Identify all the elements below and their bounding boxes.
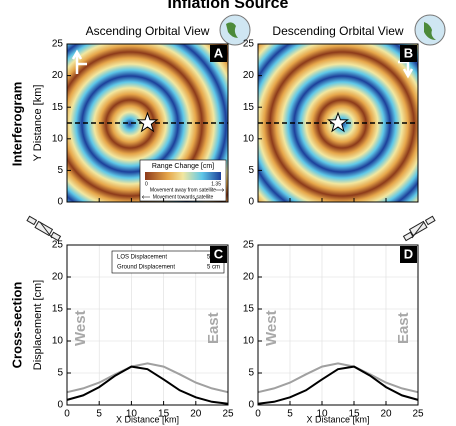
series-line (257, 365, 419, 405)
satellite-icon (402, 215, 436, 242)
y-tick-label: 25 (243, 39, 255, 50)
colorbar-arrow (141, 195, 150, 199)
colorbar-arrow (216, 188, 225, 192)
colorbar-label: Movement towards satellite (153, 194, 214, 200)
plot-area (258, 245, 418, 405)
source-star (327, 111, 349, 133)
y-tick-label: 10 (243, 336, 255, 347)
series-line (257, 362, 419, 394)
plot-frame (66, 244, 229, 406)
x-tick-label: 15 (348, 409, 360, 420)
colorbar-tick-label: 1.35 (211, 181, 221, 187)
colorbar (145, 172, 221, 180)
y-tick-label: 10 (243, 133, 255, 144)
y-tick-label: 15 (52, 102, 64, 113)
colorbar-title: Range Change [cm] (152, 163, 214, 170)
colorbar-box (139, 159, 227, 202)
satellite-icon (26, 215, 62, 242)
y-tick-label: 10 (52, 336, 64, 347)
x-tick-label: 25 (222, 409, 234, 420)
row-label: Cross-section (9, 282, 24, 369)
y-tick-label: 5 (57, 368, 63, 379)
plot-frame (257, 43, 419, 203)
y-tick-label: 0 (57, 197, 63, 208)
y-tick-label: 5 (248, 368, 254, 379)
west-label: West (263, 310, 280, 346)
panel-letter: D (404, 246, 413, 261)
y-tick-label: 25 (243, 240, 255, 251)
globe-icon (219, 14, 251, 46)
y-tick-label: 10 (52, 133, 64, 144)
x-tick-label: 20 (380, 409, 392, 420)
legend-label: Ground Displacement (117, 265, 175, 271)
y-tick-label: 0 (57, 400, 63, 411)
y-tick-label: 20 (243, 70, 255, 81)
east-label: East (205, 312, 222, 344)
y-tick-label: 15 (52, 304, 64, 315)
west-label: West (72, 310, 89, 346)
y-tick-label: 5 (248, 165, 254, 176)
source-star (136, 111, 159, 133)
x-tick-label: 5 (287, 409, 293, 420)
globe-icon (414, 14, 446, 46)
panel-badge (400, 45, 417, 62)
x-tick-label: 25 (412, 409, 424, 420)
y-tick-label: 5 (57, 165, 63, 176)
y-tick-label: 20 (52, 70, 64, 81)
panel-letter: B (404, 45, 413, 60)
x-axis-label: X Distance [km] (116, 414, 179, 424)
legend-label: 5 cm (207, 265, 220, 271)
panel-badge (210, 45, 227, 62)
x-tick-label: 0 (255, 409, 261, 420)
plot-frame (66, 43, 229, 203)
x-tick-label: 5 (96, 409, 102, 420)
x-tick-label: 20 (190, 409, 202, 420)
y-tick-label: 20 (52, 272, 64, 283)
y-axis-label: Y Distance [km] (32, 85, 44, 162)
plot-frame (257, 244, 419, 406)
x-tick-label: 0 (64, 409, 70, 420)
panel-title: Descending Orbital View (272, 24, 404, 38)
figure-title: Inflation Source (168, 0, 289, 12)
series-line (66, 365, 229, 405)
colorbar-label: Movement away from satellite (150, 187, 216, 193)
row-label: Interferogram (9, 82, 24, 167)
x-tick-label: 15 (158, 409, 170, 420)
y-tick-label: 20 (243, 272, 255, 283)
x-tick-label: 10 (316, 409, 328, 420)
colorbar-tick-label: 0 (145, 181, 148, 187)
panel-letter: A (214, 45, 224, 60)
y-tick-label: 15 (243, 304, 255, 315)
x-tick-label: 10 (126, 409, 138, 420)
y-axis-label: Displacement [cm] (32, 280, 44, 370)
y-tick-label: 0 (248, 197, 254, 208)
panel-badge (400, 246, 417, 263)
y-tick-label: 0 (248, 400, 254, 411)
panel-title: Ascending Orbital View (86, 24, 210, 38)
legend-label: LOS Displacement (117, 255, 167, 261)
x-axis-label: X Distance [km] (306, 414, 369, 424)
y-tick-label: 25 (52, 39, 64, 50)
east-label: East (395, 312, 412, 344)
series-line (66, 362, 229, 394)
orbit-arrow (71, 49, 87, 74)
y-tick-label: 15 (243, 102, 255, 113)
panel-letter: C (214, 246, 224, 261)
panel-badge (210, 246, 227, 263)
y-tick-label: 25 (52, 240, 64, 251)
